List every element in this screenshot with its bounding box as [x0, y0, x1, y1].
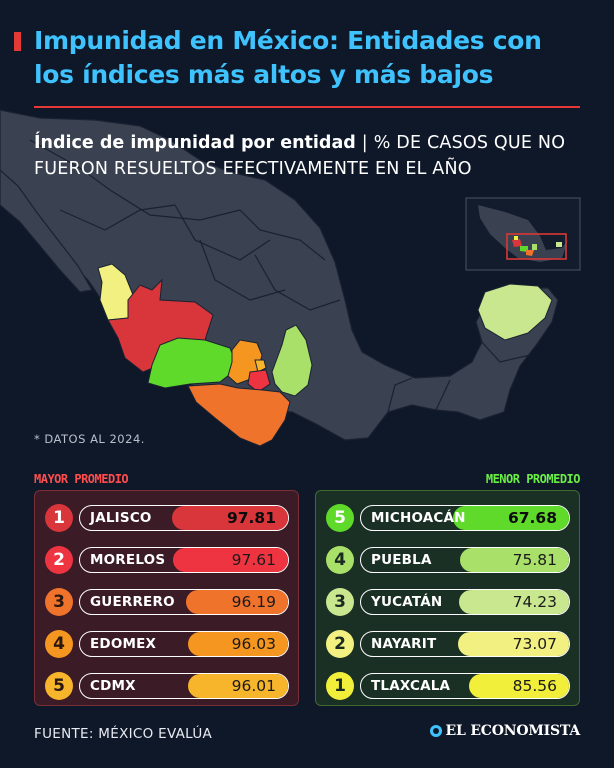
map-state-guerrero — [187, 383, 291, 447]
high-value-fill — [188, 674, 288, 698]
high-state-name: GUERRERO — [90, 594, 175, 610]
low-state-value: 75.81 — [512, 551, 557, 569]
high-rank-number: 2 — [45, 546, 73, 574]
high-rank-number: 4 — [45, 630, 73, 658]
high-rank-number: 3 — [45, 588, 73, 616]
low-state-name: PUEBLA — [371, 552, 432, 568]
brand-logo: EL ECONOMISTA — [429, 723, 581, 739]
source-credit: FUENTE: MÉXICO EVALÚA — [34, 726, 213, 742]
title-marker — [14, 32, 21, 51]
high-value-fill — [173, 548, 288, 572]
subtitle: Índice de impunidad por entidad |% DE CAS… — [34, 130, 594, 182]
low-state-name: TLAXCALA — [371, 678, 451, 694]
low-value-fill — [459, 590, 569, 614]
high-value-bar: JALISCO 97.81 — [79, 505, 289, 531]
high-value-fill — [172, 506, 288, 530]
low-value-fill — [469, 674, 569, 698]
low-state-value: 73.07 — [512, 635, 557, 653]
high-ranking-panel: 1 JALISCO 97.81 2 MORELOS 97.61 3 GUERRERO 96.19… — [34, 490, 299, 706]
high-state-value: 97.61 — [231, 551, 276, 569]
low-rank-number: 4 — [326, 546, 354, 574]
low-rank-number: 1 — [326, 672, 354, 700]
map-state-puebla — [271, 324, 313, 397]
subtitle-light: % DE CASOS QUE NO FUERON RESUELTOS EFECT… — [34, 133, 566, 179]
subtitle-separator: | — [361, 133, 368, 153]
high-state-value: 96.03 — [231, 635, 276, 653]
low-value-bar: TLAXCALA 85.56 — [360, 673, 570, 699]
high-state-value: 96.19 — [231, 593, 276, 611]
page-title: Impunidad en México: Entidades con los í… — [34, 26, 542, 89]
low-value-bar: MICHOACÁN 67.68 — [360, 505, 570, 531]
inset-highlight-box — [506, 233, 567, 260]
inset-locator-map — [465, 197, 581, 271]
map-state-yucatan — [477, 283, 553, 341]
high-value-bar: MORELOS 97.61 — [79, 547, 289, 573]
low-ranking-panel: 5 MICHOACÁN 67.68 4 PUEBLA 75.81 3 YUCATÁN 74.23… — [315, 490, 580, 706]
map-state-cdmx — [254, 359, 267, 373]
title-divider — [34, 106, 580, 108]
low-value-fill — [453, 506, 569, 530]
low-value-bar: NAYARIT 73.07 — [360, 631, 570, 657]
low-state-name: NAYARIT — [371, 636, 437, 652]
el-economista-logo-icon — [429, 725, 442, 737]
low-rank-number: 3 — [326, 588, 354, 616]
high-state-name: JALISCO — [90, 510, 152, 526]
low-panel-title: MENOR PROMEDIO — [485, 472, 581, 486]
low-rank-number: 2 — [326, 630, 354, 658]
subtitle-strong: Índice de impunidad por entidad — [34, 133, 356, 153]
high-rank-number: 1 — [45, 504, 73, 532]
map-state-morelos — [247, 369, 271, 393]
low-value-fill — [458, 632, 569, 656]
footnote: * DATOS AL 2024. — [34, 432, 145, 446]
map-internal-borders — [29, 139, 531, 413]
header: Impunidad en México: Entidades con los í… — [14, 24, 584, 92]
low-rank-number: 5 — [326, 504, 354, 532]
high-state-name: CDMX — [90, 678, 136, 694]
low-state-value: 74.23 — [512, 593, 557, 611]
high-panel-title: MAYOR PROMEDIO — [34, 472, 129, 486]
low-state-name: MICHOACÁN — [371, 510, 466, 526]
baja-california — [0, 169, 93, 293]
high-state-name: EDOMEX — [90, 636, 157, 652]
high-value-bar: GUERRERO 96.19 — [79, 589, 289, 615]
low-value-bar: YUCATÁN 74.23 — [360, 589, 570, 615]
high-value-fill — [188, 632, 288, 656]
low-value-fill — [460, 548, 569, 572]
high-state-value: 96.01 — [231, 677, 276, 695]
high-state-name: MORELOS — [90, 552, 166, 568]
low-state-name: YUCATÁN — [371, 594, 443, 610]
low-state-value: 85.56 — [512, 677, 557, 695]
high-value-fill — [186, 590, 288, 614]
map-state-michoacan — [147, 337, 239, 389]
low-state-value: 67.68 — [507, 509, 557, 527]
brand-name: EL ECONOMISTA — [445, 723, 581, 739]
low-value-bar: PUEBLA 75.81 — [360, 547, 570, 573]
high-value-bar: CDMX 96.01 — [79, 673, 289, 699]
high-value-bar: EDOMEX 96.03 — [79, 631, 289, 657]
high-state-value: 97.81 — [226, 509, 276, 527]
high-rank-number: 5 — [45, 672, 73, 700]
